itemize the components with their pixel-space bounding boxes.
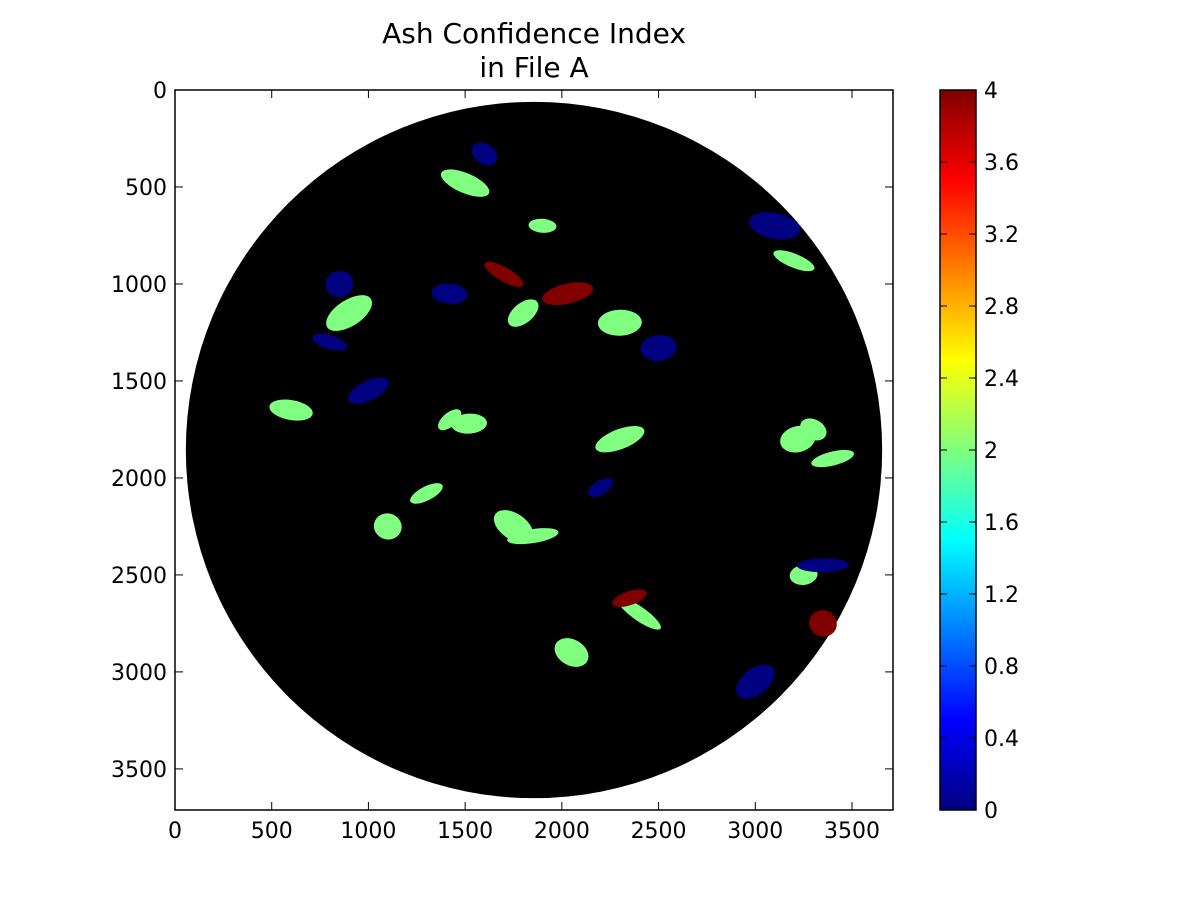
value-region-1 xyxy=(451,413,487,434)
value-region-13 xyxy=(507,299,539,327)
value-region-8 xyxy=(373,513,402,540)
value-region-6 xyxy=(773,250,815,272)
x-tick-label-500: 500 xyxy=(251,819,293,844)
colorbar-tick-label-4: 1.6 xyxy=(984,511,1019,536)
colorbar-tick-label-8: 3.2 xyxy=(984,223,1019,248)
value-region-3 xyxy=(507,528,559,545)
y-tick-label-3000: 3000 xyxy=(111,661,167,686)
colorbar-tick-label-9: 3.6 xyxy=(984,151,1019,176)
plot-area xyxy=(185,101,883,799)
value-region-7 xyxy=(595,425,645,453)
colorbar-tick-label-0: 0 xyxy=(984,799,998,824)
y-tick-label-2000: 2000 xyxy=(111,467,167,492)
value-region-31 xyxy=(542,282,594,306)
value-region-29 xyxy=(640,334,677,362)
value-region-0 xyxy=(438,409,462,431)
value-region-24 xyxy=(588,478,613,498)
value-region-20 xyxy=(325,270,354,298)
colorbar-tick-label-2: 0.8 xyxy=(984,655,1019,680)
value-region-30 xyxy=(484,261,524,287)
x-tick-label-3000: 3000 xyxy=(727,819,783,844)
colorbar-tick-label-3: 1.2 xyxy=(984,583,1019,608)
value-region-14 xyxy=(597,309,642,336)
value-region-21 xyxy=(312,333,348,351)
x-tick-label-2500: 2500 xyxy=(631,819,687,844)
y-tick-label-1000: 1000 xyxy=(111,273,167,298)
value-region-12 xyxy=(528,218,557,233)
colorbar-tick-label-6: 2.4 xyxy=(984,367,1019,392)
chart-title-line-2: in File A xyxy=(479,51,589,84)
colorbar: 0 0.4 0.8 1.2 1.6 2 2.4 2.8 3.2 3.6 4 xyxy=(939,79,1019,824)
value-region-26 xyxy=(736,664,775,699)
x-tick-label-1500: 1500 xyxy=(437,819,493,844)
value-region-25 xyxy=(431,283,468,304)
value-region-5 xyxy=(780,425,816,453)
value-region-32 xyxy=(809,610,837,637)
colorbar-tick-label-5: 2 xyxy=(984,439,998,464)
value-region-10 xyxy=(269,399,313,421)
value-region-22 xyxy=(348,377,389,404)
y-tick-label-2500: 2500 xyxy=(111,564,167,589)
y-tick-label-1500: 1500 xyxy=(111,370,167,395)
value-region-28 xyxy=(471,142,498,166)
axes: 0 500 1000 1500 2000 2500 3000 3500 0 500 1000 1500… xyxy=(111,79,894,844)
axes-frame xyxy=(174,89,894,811)
value-region-17 xyxy=(554,638,589,667)
value-region-18 xyxy=(811,449,855,468)
x-tick-label-3500: 3500 xyxy=(824,819,880,844)
x-tick-label-1000: 1000 xyxy=(340,819,396,844)
value-region-19 xyxy=(440,169,490,197)
earth-disk xyxy=(185,101,883,799)
value-region-33 xyxy=(612,589,647,608)
value-region-27 xyxy=(796,558,849,573)
x-tick-label-0: 0 xyxy=(168,819,182,844)
x-tick-label-2000: 2000 xyxy=(534,819,590,844)
value-region-11 xyxy=(326,295,373,331)
colorbar-tick-label-10: 4 xyxy=(984,79,998,104)
colorbar-tick-label-1: 0.4 xyxy=(984,727,1019,752)
colorbar-tick-label-7: 2.8 xyxy=(984,295,1019,320)
y-tick-label-3500: 3500 xyxy=(111,758,167,783)
chart-title-line-1: Ash Confidence Index xyxy=(382,17,686,50)
y-tick-label-0: 0 xyxy=(153,79,167,104)
y-tick-label-500: 500 xyxy=(125,176,167,201)
value-region-23 xyxy=(748,212,801,240)
value-region-9 xyxy=(410,483,443,504)
